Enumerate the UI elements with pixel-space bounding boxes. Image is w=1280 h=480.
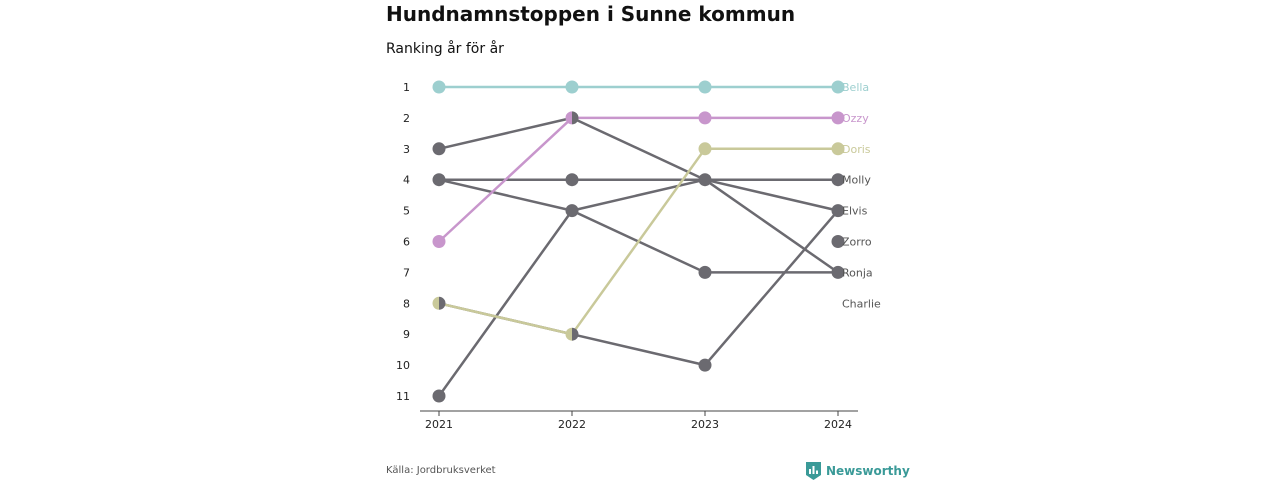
series-line (437, 178, 839, 397)
y-tick-label: 10 (396, 359, 410, 372)
series-end-label: Elvis (842, 205, 868, 218)
data-point (831, 204, 845, 218)
x-tick-label: 2024 (824, 418, 852, 431)
data-point (565, 327, 572, 341)
data-point (698, 111, 712, 125)
data-point (432, 173, 446, 187)
data-point (565, 111, 572, 125)
data-point (565, 80, 579, 94)
y-tick-label: 2 (403, 112, 410, 125)
brand-name: Newsworthy (826, 464, 910, 478)
data-point (698, 173, 712, 187)
source-note: Källa: Jordbruksverket (386, 465, 496, 476)
series-end-label: Charlie (842, 297, 881, 310)
data-point (831, 265, 845, 279)
data-point (432, 389, 446, 403)
y-tick-label: 1 (403, 81, 410, 94)
data-point (432, 142, 446, 156)
data-point (698, 358, 712, 372)
series-end-label: Molly (842, 174, 871, 187)
y-tick-label: 8 (403, 297, 410, 310)
x-tick-label: 2021 (425, 418, 453, 431)
series-line (438, 178, 838, 274)
y-tick-label: 5 (403, 205, 410, 218)
data-point (698, 80, 712, 94)
series-line (438, 116, 839, 274)
series-line (438, 116, 838, 243)
series-line (438, 209, 839, 367)
data-point (432, 235, 446, 248)
data-point (831, 235, 845, 248)
series-end-label: Zorro (842, 236, 872, 249)
data-point (432, 296, 439, 310)
data-point (831, 80, 845, 94)
y-tick-label: 11 (396, 390, 410, 403)
series-end-label: Bella (842, 81, 869, 94)
y-tick-label: 6 (403, 236, 410, 249)
data-point (432, 80, 446, 94)
series-end-label: Doris (842, 143, 871, 156)
brand-logo: Newsworthy (806, 462, 910, 480)
y-tick-label: 4 (403, 174, 410, 187)
y-tick-label: 7 (403, 266, 410, 279)
newsworthy-logo-icon (806, 462, 821, 480)
data-point (439, 296, 446, 310)
y-tick-label: 9 (403, 328, 410, 341)
y-tick-label: 3 (403, 143, 410, 156)
data-point (565, 173, 579, 187)
chart-title: Hundnamnstoppen i Sunne kommun (386, 2, 796, 26)
data-point (831, 142, 845, 156)
chart-subtitle: Ranking år för år (386, 41, 504, 57)
x-tick-label: 2023 (691, 418, 719, 431)
data-point (572, 111, 579, 125)
data-point (831, 173, 845, 187)
series-end-label: Ronja (842, 266, 873, 279)
series-line (438, 147, 838, 336)
data-point (831, 111, 845, 125)
x-tick-label: 2022 (558, 418, 586, 431)
series-end-label: Ozzy (842, 112, 869, 125)
data-point (572, 327, 579, 341)
data-point (698, 265, 712, 279)
data-point (698, 142, 712, 156)
data-point (565, 204, 579, 218)
